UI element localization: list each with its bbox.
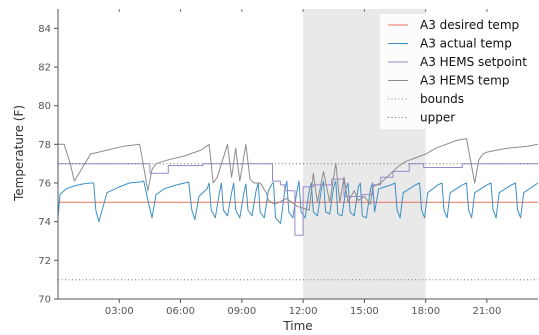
x-tick-label: 06:00 bbox=[166, 306, 195, 317]
y-tick-label: 70 bbox=[38, 295, 51, 306]
legend-label: A3 HEMS temp bbox=[420, 74, 509, 88]
legend-label: upper bbox=[420, 111, 455, 125]
y-tick-label: 80 bbox=[38, 101, 51, 112]
series-line-a3-hems-setpoint bbox=[58, 163, 538, 236]
x-tick-label: 18:00 bbox=[411, 306, 440, 317]
x-tick-label: 09:00 bbox=[227, 306, 256, 317]
y-axis-title: Temperature (F) bbox=[12, 105, 26, 202]
x-tick-label: 15:00 bbox=[350, 306, 379, 317]
y-tick-label: 84 bbox=[38, 24, 51, 35]
legend-label: A3 actual temp bbox=[420, 37, 512, 51]
legend-label: A3 desired temp bbox=[420, 18, 519, 32]
x-tick-label: 12:00 bbox=[289, 306, 318, 317]
series-line-a3-hems-temp bbox=[58, 138, 539, 211]
legend-label: bounds bbox=[420, 92, 464, 106]
x-tick-label: 21:00 bbox=[473, 306, 502, 317]
x-tick-label: 03:00 bbox=[105, 306, 134, 317]
y-tick-label: 76 bbox=[38, 179, 51, 190]
x-axis-title: Time bbox=[282, 319, 312, 333]
y-tick-label: 72 bbox=[38, 256, 51, 267]
legend-label: A3 HEMS setpoint bbox=[420, 55, 527, 69]
legend: A3 desired temp A3 actual temp A3 HEMS set… bbox=[380, 14, 535, 129]
y-tick-label: 78 bbox=[38, 140, 51, 151]
legend-box bbox=[380, 14, 535, 129]
y-tick-label: 74 bbox=[38, 217, 51, 228]
axes: 70 72 74 76 78 80 82 84 03:00 06:00 09:00 12:00 15:0… bbox=[38, 9, 538, 317]
y-tick-label: 82 bbox=[38, 63, 51, 74]
